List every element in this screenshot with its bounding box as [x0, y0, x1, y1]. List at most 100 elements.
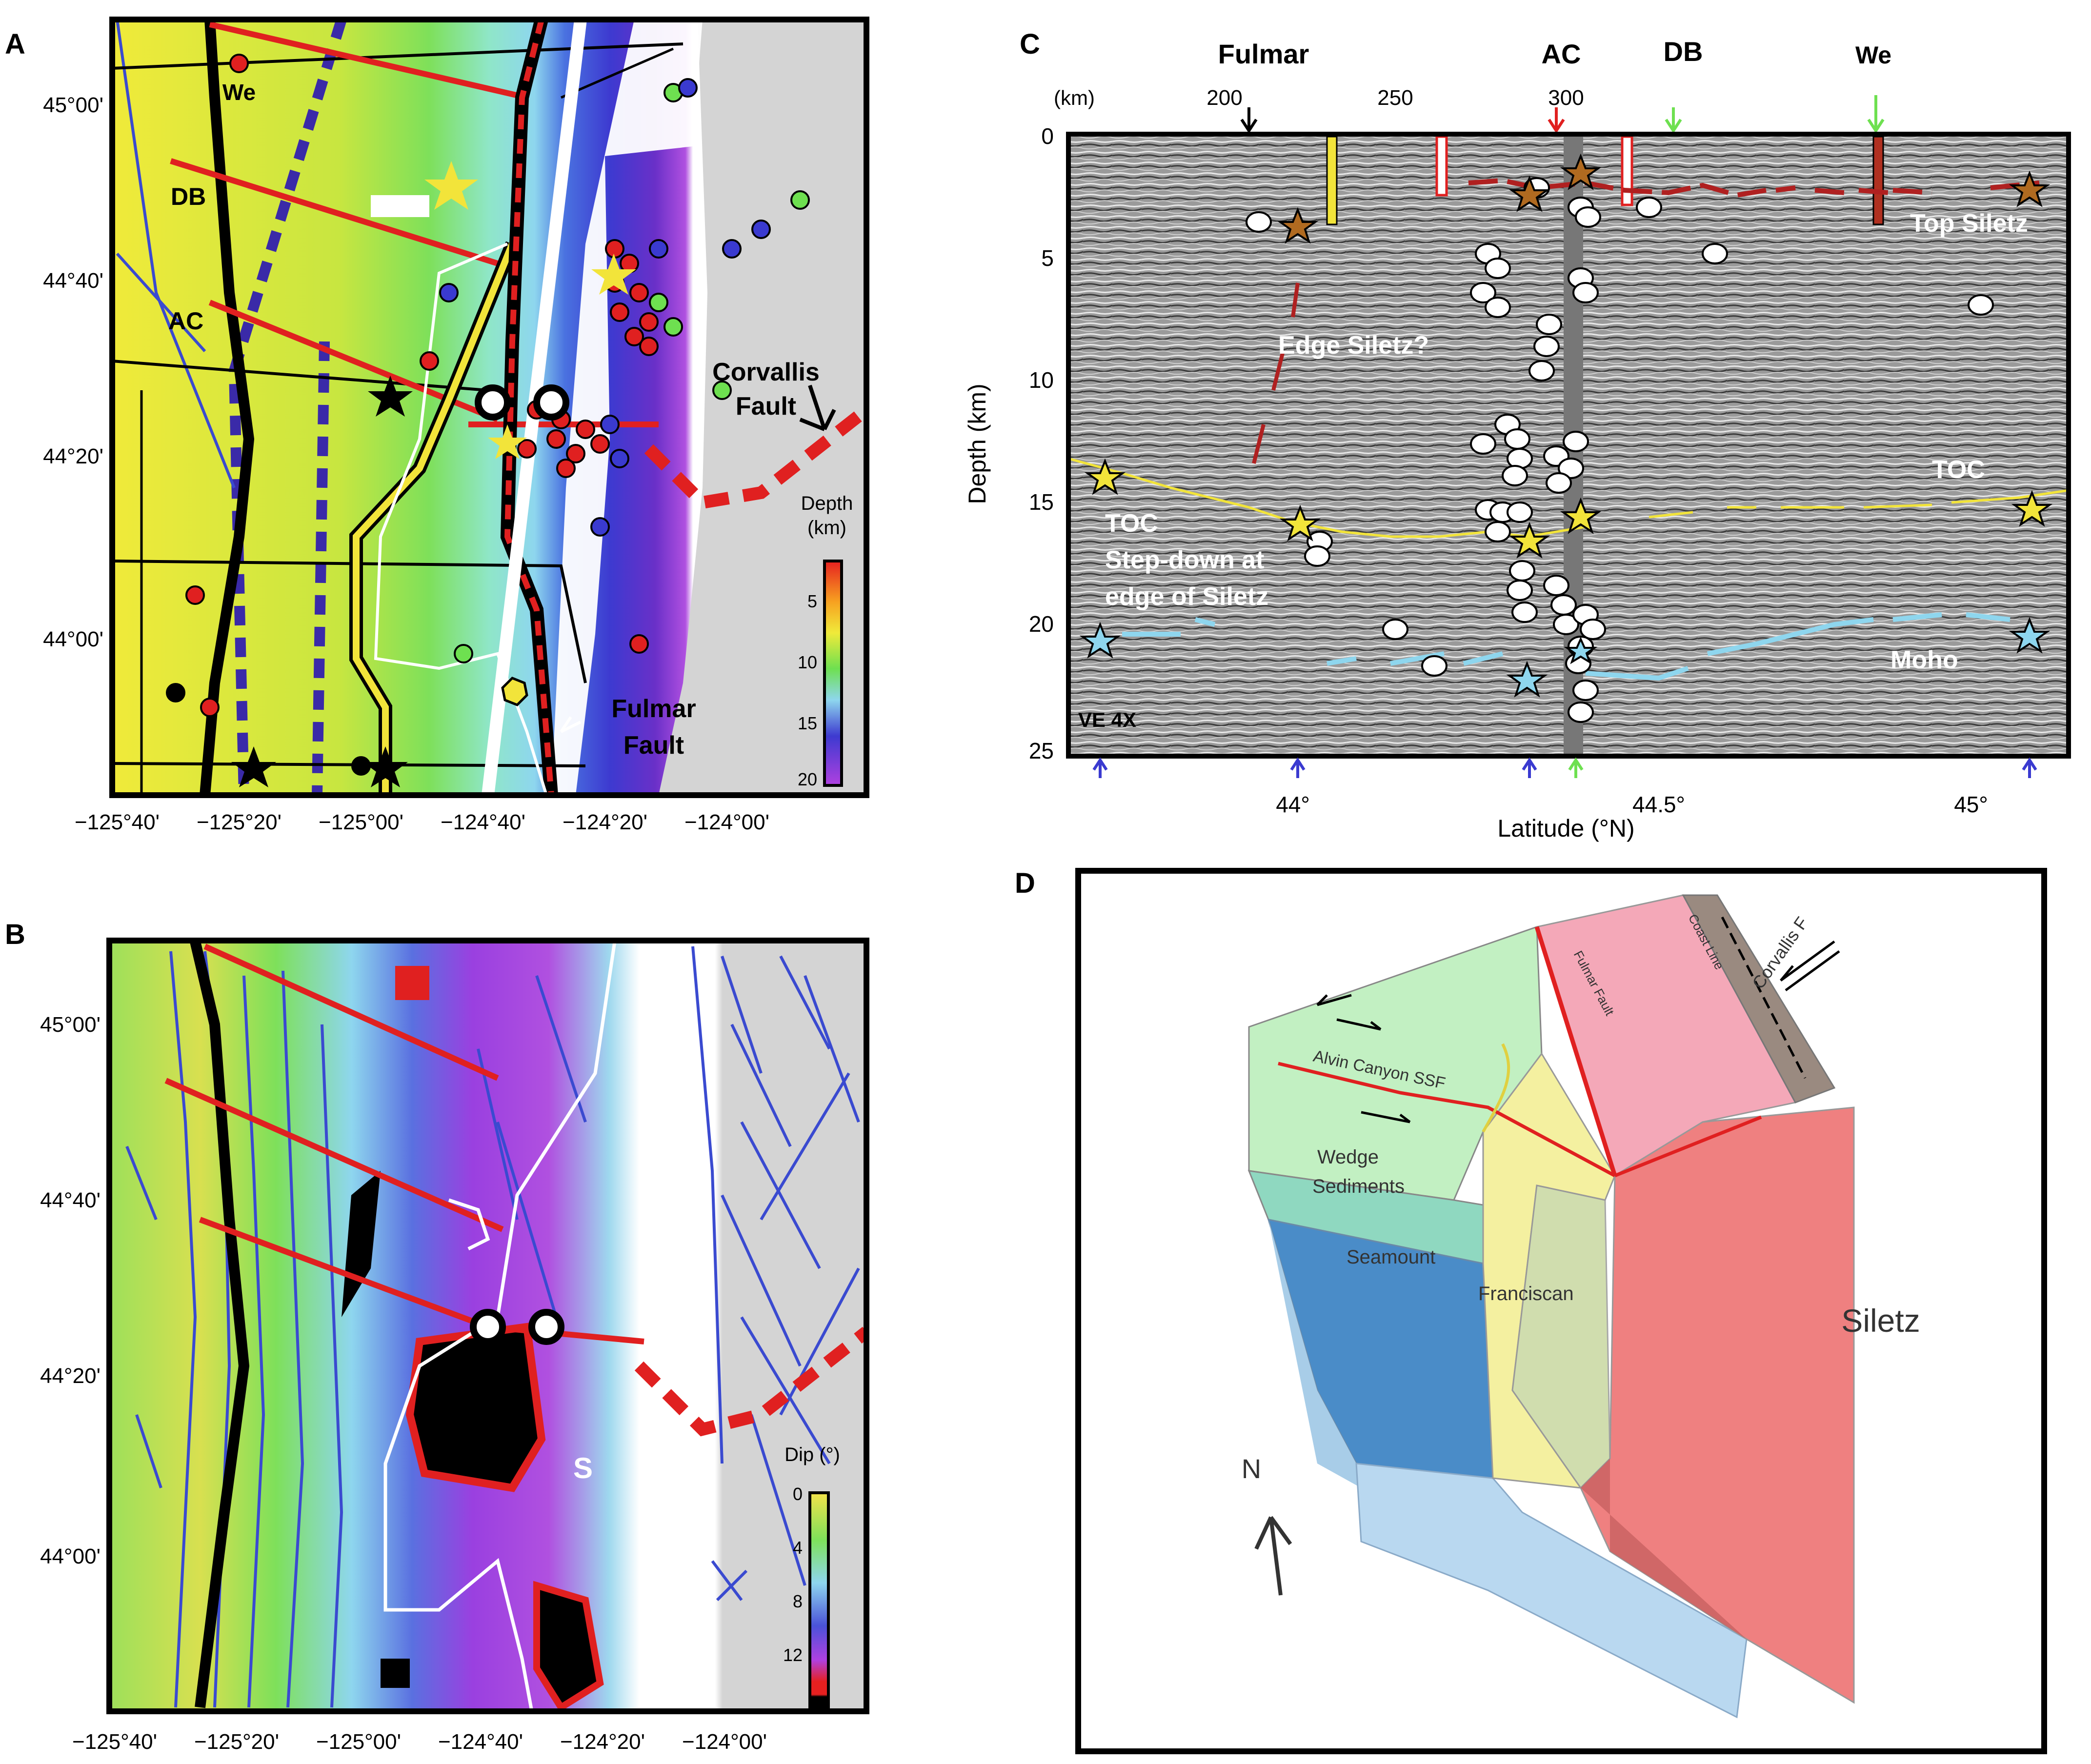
coast-line: [383, 941, 617, 1711]
edge-siletz-horizon: [1252, 282, 1300, 464]
cbar-tick: 5: [807, 591, 817, 611]
km-tick: 250: [1377, 86, 1413, 110]
panel-a-lat-axis: 45°00' 44°40' 44°20' 44°00': [43, 93, 103, 651]
lon-tick-label: −125°20': [194, 1730, 279, 1754]
site-marker-1: [475, 384, 511, 421]
fulmar-label-2: Fault: [623, 731, 684, 760]
corvallis-label-2: Fault: [736, 392, 796, 421]
stars: [231, 161, 636, 787]
ac-line-label: AC: [168, 307, 203, 335]
lon-tick-label: −124°20': [560, 1730, 645, 1754]
panel-b: B: [5, 919, 869, 1754]
trench-line: [190, 941, 250, 1708]
fulmar-fault-trace: [1534, 926, 1617, 1177]
seamount-label: Seamount: [1347, 1246, 1435, 1268]
lat-tick: 44.5°: [1632, 792, 1685, 817]
site-marker-2: [528, 1309, 564, 1345]
depth-cbar-title: Depth: [801, 493, 853, 514]
lat-tick: 45°: [1954, 792, 1988, 817]
toc-horizon: [1068, 457, 2069, 538]
lon-tick-label: −124°40': [441, 810, 525, 834]
depth-tick: 25: [1029, 738, 1054, 763]
panel-b-frame: [106, 938, 869, 1714]
toc-step-label-1: TOC: [1105, 509, 1158, 538]
north-label: N: [1242, 1453, 1261, 1484]
cbar-tick: 0: [793, 1484, 803, 1504]
depth-tick: 5: [1041, 245, 1054, 271]
panel-b-lon-axis: −125°40' −125°20' −125°00' −124°40' −124…: [72, 1730, 767, 1754]
wedge-label-2: Sediments: [1312, 1176, 1405, 1197]
panel-a-lon-axis: −125°40' −125°20' −125°00' −124°40' −124…: [75, 810, 769, 834]
panel-a-frame: [109, 17, 869, 798]
siletz-label: Siletz: [1841, 1303, 1920, 1339]
moho-horizon: [1122, 612, 2011, 681]
toc-step-label-2: Step-down at: [1105, 546, 1264, 574]
s-label: S: [573, 1452, 593, 1484]
fulmar-label: Fulmar: [611, 695, 696, 723]
panel-c: C (km) 200 250 300 Fulmar AC DB We: [964, 28, 2071, 842]
cbar-tick: 4: [793, 1538, 803, 1558]
alvin-canyon-fault: [1278, 1062, 1616, 1178]
lon-tick-label: −124°00': [684, 810, 769, 834]
depth-tick: 20: [1029, 611, 1054, 637]
ss-fault-we: [209, 21, 528, 100]
lon-tick-label: −125°40': [75, 810, 160, 834]
depth-axis-title: Depth (km): [964, 383, 991, 504]
depth-colorbar: [823, 560, 843, 787]
lat-tick: 44°: [1276, 792, 1310, 817]
edge-siletz-label: Edge Siletz?: [1278, 331, 1429, 360]
wedge-label-1: Wedge: [1317, 1146, 1379, 1168]
ss-fault: [203, 943, 499, 1081]
panel-c-letter: C: [1020, 28, 1040, 60]
cbar-tick: 8: [793, 1591, 803, 1611]
panel-a-letter: A: [5, 28, 25, 60]
km-tick: 300: [1548, 86, 1584, 110]
north-arrow-icon: [1254, 1516, 1292, 1596]
db-line-label: DB: [171, 183, 206, 210]
dip-colorbar: [808, 1491, 830, 1709]
dip-cbar-title: Dip (°): [784, 1444, 840, 1465]
earthquake-cluster: [166, 54, 810, 776]
fulmar-line-name: Fulmar: [1218, 39, 1309, 69]
panel-d: D Siletz Seamount Franciscan Wedge Sedim…: [1015, 867, 2047, 1754]
lon-tick-label: −125°00': [316, 1730, 401, 1754]
panel-d-letter: D: [1015, 867, 1035, 899]
km-unit: (km): [1054, 86, 1095, 109]
depth-tick: 10: [1029, 367, 1054, 393]
lon-tick-label: −124°40': [438, 1730, 523, 1754]
panel-b-letter: B: [5, 919, 25, 950]
moho-label: Moho: [1890, 646, 1958, 674]
cbar-tick: 20: [798, 769, 817, 789]
db-line-name: DB: [1664, 36, 1703, 67]
lat-tick-label: 44°20': [40, 1364, 101, 1388]
section-annotations: Top Siletz Edge Siletz? TOC TOC Step-dow…: [1078, 209, 2028, 731]
depth-tick: 15: [1029, 489, 1054, 515]
lat-tick-label: 44°00': [40, 1544, 101, 1568]
franciscan-label: Franciscan: [1478, 1283, 1574, 1304]
lat-tick-label: 45°00': [40, 1013, 101, 1037]
depth-axis: 0 5 10 15 20 25: [1029, 123, 1054, 763]
lat-tick-label: 44°00': [43, 627, 103, 651]
we-line-name: We: [1855, 41, 1891, 69]
lat-tick-label: 44°40': [43, 269, 103, 293]
lon-tick-label: −125°00': [319, 810, 403, 834]
lat-tick-label: 44°20': [43, 444, 103, 468]
panel-c-frame: [1066, 132, 2071, 759]
we-line-label: We: [222, 80, 256, 105]
site-marker-2: [533, 384, 569, 421]
cbar-tick: 12: [783, 1645, 803, 1665]
latitude-axis-title: Latitude (°N): [1497, 815, 1634, 842]
lineaments: [125, 946, 860, 1708]
corvallis-fault-dashed: [634, 1326, 866, 1437]
lon-tick-label: −125°20': [197, 810, 281, 834]
cbar-tick: 15: [798, 713, 817, 733]
land-area: [659, 20, 866, 795]
fulmar-fault-line: [353, 242, 516, 795]
section-stars: [1079, 153, 2053, 698]
ac-line-name: AC: [1542, 39, 1581, 69]
panel-b-lat-axis: 45°00' 44°40' 44°20' 44°00': [40, 1013, 101, 1568]
lon-tick-label: −125°40': [72, 1730, 157, 1754]
panel-b-map: S Dip (°) 0 4 8 12: [109, 941, 866, 1711]
lon-tick-label: −124°00': [682, 1730, 767, 1754]
